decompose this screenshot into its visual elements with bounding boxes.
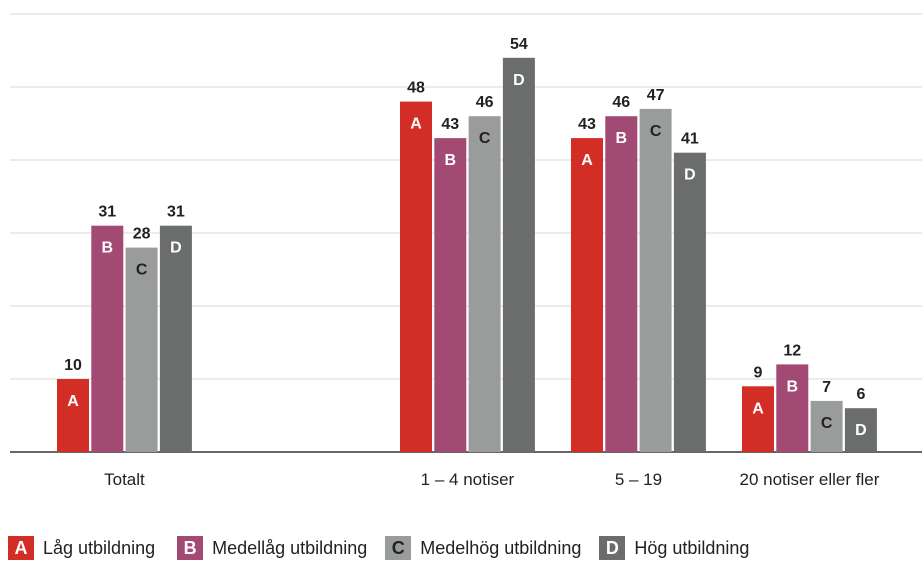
data-label: 48 [407, 80, 425, 97]
bar-a [57, 379, 89, 452]
bar-letter-d: D [513, 72, 525, 89]
legend-swatch-d: D [599, 536, 626, 560]
bar-letter-a: A [67, 393, 79, 410]
legend-swatch-c: C [385, 536, 412, 560]
data-label: 28 [133, 226, 151, 243]
bar-letter-a: A [752, 400, 764, 417]
legend-item-d: D Hög utbildning [599, 536, 749, 560]
legend: A Låg utbildning B Medellåg utbildning C… [8, 534, 767, 562]
bar-letter-c: C [479, 130, 491, 147]
bar-b [605, 116, 638, 452]
bar-letter-d: D [855, 422, 867, 439]
bar-letter-b: B [616, 130, 628, 147]
data-label: 43 [578, 116, 596, 133]
data-label: 9 [754, 364, 763, 381]
bar-d [159, 225, 192, 452]
bar-c [639, 108, 672, 453]
bar-letter-c: C [821, 415, 833, 432]
legend-label-c: Medelhög utbildning [420, 537, 582, 558]
data-label: 7 [822, 379, 831, 396]
bar-letter-d: D [684, 167, 696, 184]
bar-letter-b: B [102, 240, 114, 257]
bar-d [844, 408, 877, 452]
bar-a [571, 138, 603, 452]
data-label: 43 [441, 116, 459, 133]
data-label: 31 [98, 204, 116, 221]
bar-chart: 10 A 31 B 28 C 31 D Totalt 48 A 43 B 46 C 54 D 1 – 4 noti… [10, 13, 922, 489]
bar-a [742, 386, 774, 452]
legend-label-d: Hög utbildning [634, 537, 750, 558]
data-label: 10 [64, 357, 82, 374]
legend-item-c: C Medelhög utbildning [385, 536, 581, 560]
legend-item-a: A Låg utbildning [8, 536, 155, 560]
legend-item-b: B Medellåg utbildning [177, 536, 367, 560]
bar-b [776, 364, 809, 452]
data-label: 46 [612, 94, 630, 111]
legend-label-a: Låg utbildning [43, 537, 156, 558]
data-label: 47 [647, 87, 665, 104]
bar-b [91, 225, 124, 452]
data-label: 46 [476, 94, 494, 111]
legend-swatch-a: A [8, 536, 34, 560]
data-label: 6 [856, 386, 865, 403]
data-label: 31 [167, 204, 185, 221]
data-label: 12 [783, 342, 801, 359]
bar-letter-b: B [445, 152, 457, 169]
bar-b [434, 138, 467, 452]
bar-letter-a: A [410, 116, 422, 133]
legend-swatch-b: B [177, 536, 204, 560]
bar-letter-b: B [787, 378, 799, 395]
x-tick-label: 1 – 4 notiser [421, 470, 515, 489]
data-label: 54 [510, 36, 528, 53]
x-tick-label: Totalt [104, 470, 145, 489]
bar-d [502, 57, 535, 453]
bar-d [673, 152, 706, 452]
bar-c [125, 247, 158, 452]
data-label: 41 [681, 131, 699, 148]
bar-letter-d: D [170, 240, 182, 257]
x-tick-label: 5 – 19 [615, 470, 662, 489]
bar-c [810, 400, 843, 452]
legend-label-b: Medellåg utbildning [212, 537, 368, 558]
x-tick-label: 20 notiser eller fler [740, 470, 880, 489]
bar-a [400, 101, 432, 452]
bar-letter-c: C [650, 123, 662, 140]
bar-letter-a: A [581, 152, 593, 169]
bar-c [468, 116, 501, 452]
bar-letter-c: C [136, 262, 148, 279]
